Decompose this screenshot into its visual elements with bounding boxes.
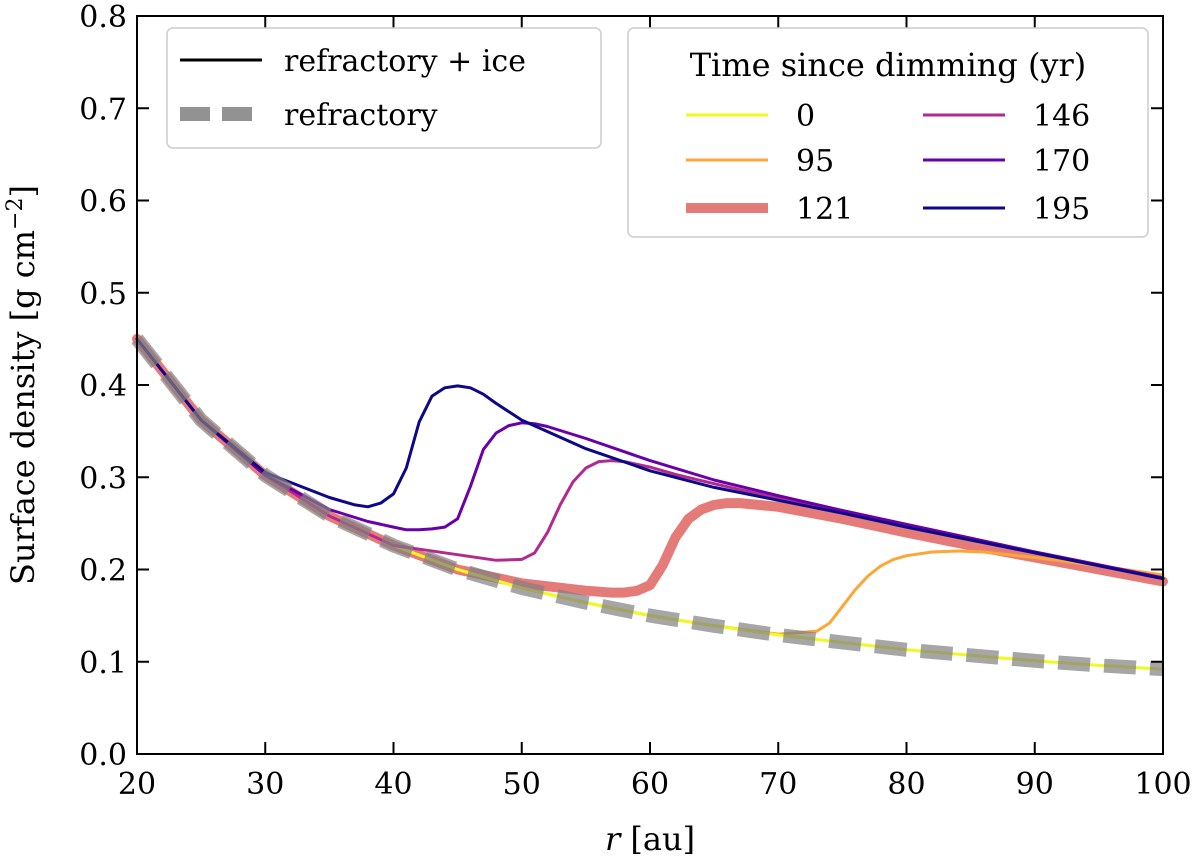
x-axis-label: r [au]: [605, 820, 695, 858]
x-axis-label-var: r: [605, 820, 622, 858]
x-tick-label: 20: [118, 767, 156, 802]
time-legend-entries: 0 95 121 146 170 195: [686, 99, 1090, 227]
time-legend-title: Time since dimming (yr): [690, 46, 1087, 84]
x-tick-label: 50: [503, 767, 541, 802]
time-legend-label-121: 121: [796, 192, 853, 227]
x-axis-label-unit: [au]: [620, 820, 695, 858]
series-line-t170: [135, 337, 1165, 580]
y-tick-label: 0.0: [79, 738, 127, 773]
y-tick-label: 0.3: [79, 461, 127, 496]
x-tick-label: 90: [1016, 767, 1054, 802]
style-legend: refractory + ice refractory: [166, 27, 602, 149]
y-tick-label: 0.4: [79, 369, 127, 404]
y-tick-label: 0.6: [79, 185, 127, 220]
time-legend-frame: [627, 27, 1149, 238]
x-tick-label: 40: [374, 767, 412, 802]
time-legend-label-170: 170: [1033, 144, 1090, 179]
y-tick-label: 0.5: [79, 277, 127, 312]
series-layer: [131, 333, 1168, 677]
x-tick-label: 70: [759, 767, 797, 802]
time-legend-label-146: 146: [1033, 99, 1090, 134]
y-tick-label: 0.8: [79, 0, 127, 35]
series-line-t195: [135, 337, 1165, 581]
series-line-t146: [135, 337, 1165, 580]
time-legend-label-0: 0: [796, 99, 815, 134]
plot-frame: [136, 15, 1164, 755]
x-tick-label: 100: [1134, 767, 1191, 802]
y-axis-label-sup: −2: [3, 198, 28, 230]
x-tick-label: 80: [887, 767, 925, 802]
legend-label-refractory-ice: refractory + ice: [284, 44, 526, 79]
y-tick-label: 0.7: [79, 92, 127, 127]
series-line-refractory-dashed: [131, 334, 1164, 677]
y-tick-label: 0.1: [79, 646, 127, 681]
legend-label-refractory: refractory: [284, 98, 438, 133]
y-axis-label-main: Surface density [g cm: [4, 230, 42, 585]
x-tick-label: 60: [631, 767, 669, 802]
y-axis-label-end: ]: [4, 185, 42, 197]
y-axis-label: Surface density [g cm−2]: [3, 185, 42, 585]
y-tick-label: 0.2: [79, 554, 127, 589]
x-tick-label: 30: [246, 767, 284, 802]
time-legend-label-195: 195: [1033, 192, 1090, 227]
time-legend-label-95: 95: [796, 144, 834, 179]
style-legend-frame: [166, 27, 602, 149]
time-legend: Time since dimming (yr) 0 95 121 146 170 195: [627, 27, 1149, 238]
ticks-layer: 20 30 40 50 60 70 80 90 100 0.0 0.1 0.2 0.3 0.4 0.5 0.6…: [79, 0, 1191, 802]
